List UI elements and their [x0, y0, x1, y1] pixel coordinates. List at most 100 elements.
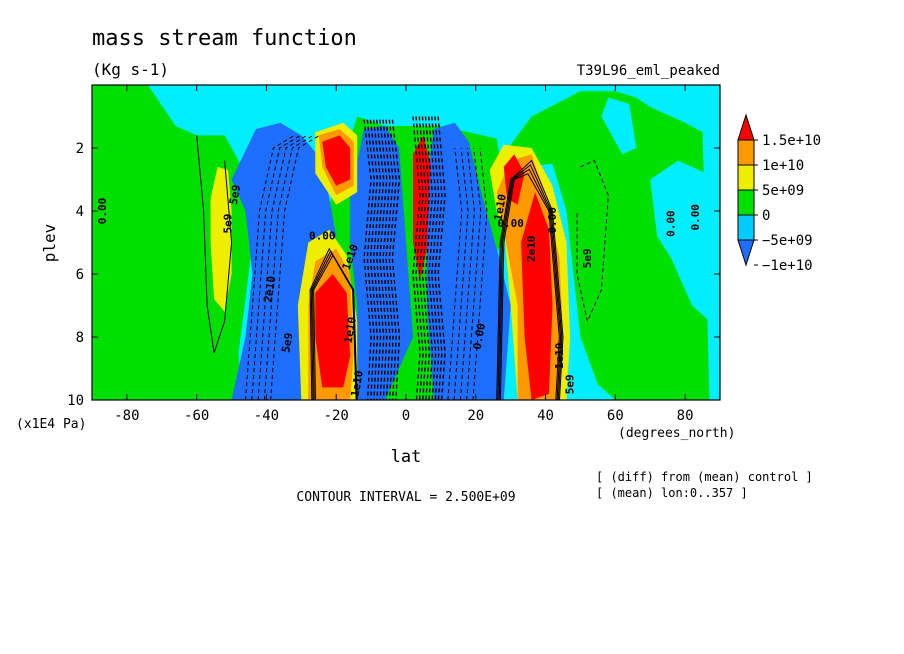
contour-label: 0.00	[665, 210, 678, 237]
sh-green-southwest	[92, 85, 253, 400]
contour-label: 2e10	[525, 236, 538, 262]
solid-contour-ne	[497, 164, 563, 400]
contour-label: 1e10	[492, 193, 509, 221]
contour-label: 1e10	[348, 370, 365, 398]
contour-label: 0.00	[497, 217, 524, 230]
dashed-contour-core-s	[372, 119, 382, 400]
x-tick-label: -60	[184, 408, 209, 424]
y-tick-label: 8	[76, 330, 84, 346]
sh-red-north	[521, 192, 553, 400]
x-tick-label: -20	[324, 408, 349, 424]
dashed-contour-core-s	[385, 119, 394, 400]
contour-label: 0.00	[96, 198, 109, 225]
x-tick-label: 60	[607, 408, 624, 424]
solid-contour-ne	[498, 168, 562, 400]
contour-label: 5e9	[279, 332, 295, 354]
contour-label: 5e9	[581, 248, 594, 268]
legend-swatch	[737, 214, 755, 241]
note-mean: [ (mean) lon:0..357 ]	[596, 486, 748, 500]
solid-contour-sw	[313, 254, 357, 400]
dashed-contour-sw	[270, 134, 320, 400]
x-axis: -80 -60 -40 -20 0 20 40 60 80	[114, 85, 694, 424]
dashed-contour-core-s	[391, 119, 401, 400]
y-tick-label: 4	[76, 204, 84, 220]
contour-label: 5e9	[564, 374, 577, 394]
experiment-label: T39L96_eml_peaked	[577, 63, 720, 79]
x-tick-label: 80	[677, 408, 694, 424]
y-tick-label: 6	[76, 267, 84, 283]
dashed-contour-ne	[466, 147, 482, 400]
solid-contour-ne	[496, 159, 564, 400]
dashed-contour-sw	[245, 134, 295, 400]
dashed-contour-core-n	[415, 116, 424, 400]
dashed-contour-core-n	[412, 116, 421, 400]
legend-label: 1e+10	[762, 158, 804, 174]
color-legend: 1.5e+10 1e+10 5e+09 0 −5e+09 −1e+10	[737, 113, 821, 274]
contour-fill	[92, 85, 720, 400]
sh-cyan-pocket-ne	[650, 160, 710, 322]
legend-label: 5e+09	[762, 183, 804, 199]
x-axis-label: lat	[391, 447, 422, 467]
legend-swatch	[737, 189, 755, 216]
dashed-contour-ne	[447, 147, 463, 400]
dashed-contour-sw	[257, 134, 308, 400]
dashed-contour-east	[576, 159, 609, 323]
dashed-contour-core-s	[366, 119, 376, 400]
y-axis-label: plev	[40, 224, 59, 263]
dashed-contour-core-n	[431, 116, 440, 400]
dashed-contour-core-n	[421, 116, 431, 400]
dashed-contour-core-s	[363, 119, 372, 400]
contour-interval: CONTOUR INTERVAL = 2.500E+09	[296, 490, 515, 505]
y-tick-label: 2	[76, 141, 84, 157]
dashed-contour-core-s	[369, 119, 379, 400]
dashed-contour-core-n	[437, 116, 446, 400]
x-tick-label: -40	[254, 408, 279, 424]
x-tick-label: -80	[114, 408, 139, 424]
x-axis-units: (degrees_north)	[618, 426, 735, 441]
solid-contour-ne	[499, 173, 560, 400]
sh-green-blob-w	[189, 132, 211, 180]
dashed-contour-core-s	[375, 119, 385, 400]
x-tick-label: 0	[402, 408, 410, 424]
sh-blue-south	[231, 122, 337, 400]
contour-label: 2e10	[261, 275, 278, 303]
contour-label: 0.00	[689, 204, 702, 231]
x-tick-label: 40	[537, 408, 554, 424]
dashed-contour-core-s	[382, 119, 391, 400]
legend-swatch	[737, 164, 755, 191]
dashed-contour-sw	[251, 134, 301, 400]
contour-label: 5e9	[227, 184, 243, 206]
y-axis-units: (x1E4 Pa)	[16, 417, 86, 432]
contour-label: 0.00	[546, 207, 559, 234]
dashed-contour-core-n	[434, 116, 443, 400]
sh-green-northeast	[503, 91, 710, 400]
y-axis: 2 4 6 8 10	[67, 141, 720, 409]
sh-red-west	[315, 274, 351, 388]
dashed-contour-core-n	[418, 116, 427, 400]
legend-swatch-bottom	[737, 239, 755, 267]
chart-title: mass stream function	[92, 26, 357, 51]
dashed-contour-ne	[472, 147, 488, 400]
legend-swatch	[737, 139, 755, 166]
chart-units: (Kg s-1)	[92, 60, 169, 79]
contour-label: 0.00	[309, 229, 336, 242]
legend-label: 0	[762, 208, 770, 224]
sh-blue-north	[426, 122, 511, 400]
x-tick-label: 20	[467, 408, 484, 424]
legend-label: −5e+09	[762, 233, 813, 249]
contour-label: 5e9	[222, 214, 235, 234]
sh-red-top	[322, 135, 351, 186]
dashed-contour-core-n	[424, 116, 434, 400]
legend-label: 1.5e+10	[762, 133, 821, 149]
dashed-contour-ne	[453, 147, 469, 400]
contour-label: 1e10	[553, 343, 566, 370]
contour-lines	[196, 116, 609, 400]
sh-yellow-south	[210, 166, 232, 312]
solid-contour-west	[196, 135, 233, 353]
dashed-contour-sw	[263, 134, 314, 400]
dashed-contour-core-s	[379, 119, 388, 400]
y-tick-label: 10	[67, 393, 84, 409]
dashed-contour-core-n	[427, 116, 437, 400]
